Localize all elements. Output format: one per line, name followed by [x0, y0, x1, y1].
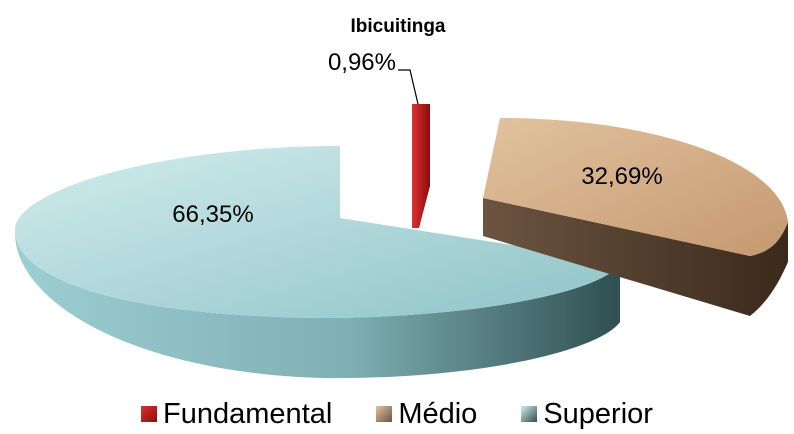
legend-item-superior: Superior [521, 398, 653, 431]
data-label-medio: 32,69% [581, 163, 662, 190]
legend-item-medio: Médio [376, 398, 477, 431]
legend-item-fundamental: Fundamental [141, 398, 332, 431]
chart-subtitle: Ibicuitinga [350, 16, 446, 37]
slice-fundamental [412, 104, 430, 228]
legend-label-medio: Médio [398, 397, 478, 430]
data-label-superior: 66,35% [172, 201, 253, 228]
data-label-fundamental: 0,96% [328, 49, 396, 76]
legend-label-superior: Superior [543, 397, 653, 430]
slice-medio [483, 118, 788, 316]
legend-label-fundamental: Fundamental [163, 397, 333, 430]
legend-swatch-medio [376, 406, 393, 422]
slice-superior [14, 146, 621, 379]
legend: Fundamental Médio Superior [0, 394, 794, 434]
leader-line-fundamental [398, 69, 419, 105]
legend-swatch-superior [521, 406, 538, 422]
legend-swatch-fundamental [141, 406, 158, 422]
pie-chart: 0,96% 32,69% 66,35% [14, 49, 788, 379]
